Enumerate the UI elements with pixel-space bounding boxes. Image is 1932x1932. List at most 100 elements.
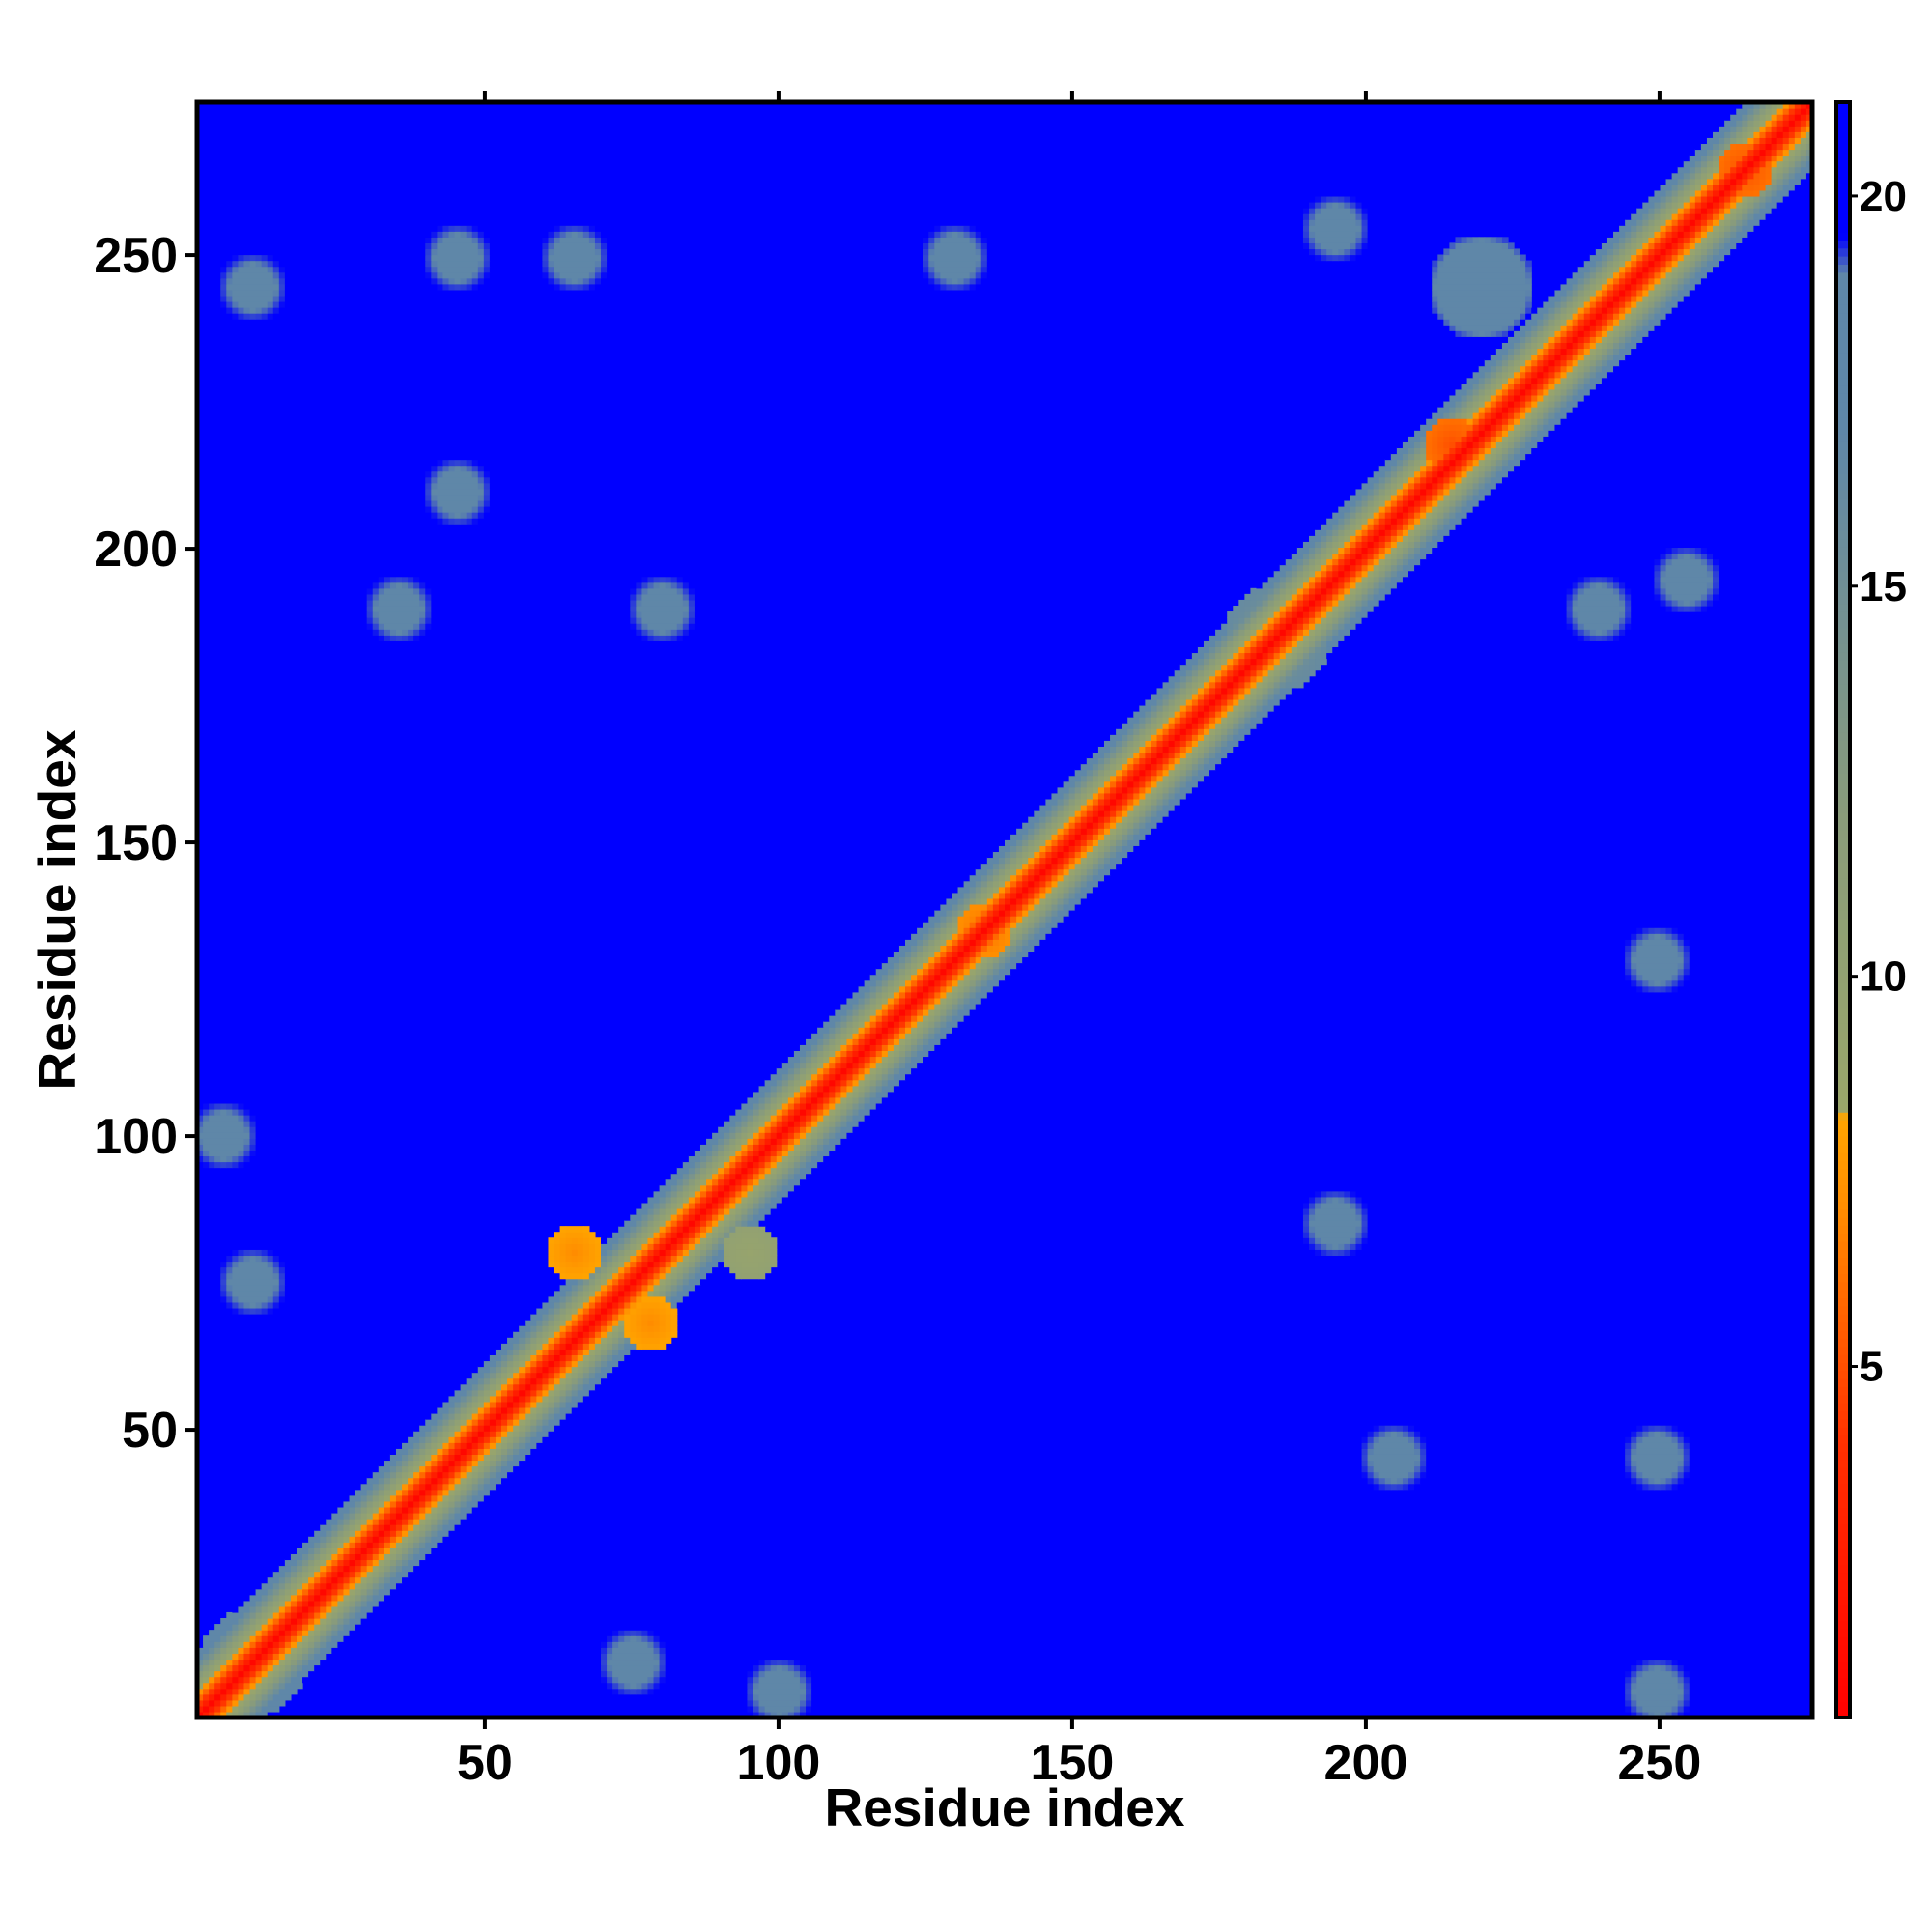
heatmap-cell [917,985,923,993]
heatmap-cell [243,1618,251,1625]
heatmap-cell [618,1295,625,1303]
heatmap-cell [495,1460,502,1467]
heatmap-cell [823,1044,830,1051]
heatmap-cell [630,1266,637,1274]
heatmap-cell [1179,769,1187,777]
heatmap-cell [1642,974,1673,981]
heatmap-cell [542,1349,550,1356]
heatmap-cell [1636,980,1643,987]
heatmap-cell [1619,991,1696,999]
heatmap-cell [471,1506,479,1514]
heatmap-cell [1227,728,1234,735]
heatmap-cell [946,991,953,999]
heatmap-cell [326,1624,332,1631]
heatmap-cell [1665,1425,1673,1432]
heatmap-cell [554,1349,561,1356]
heatmap-cell [1092,816,1099,823]
heatmap-cell [917,1062,923,1069]
heatmap-cell [226,1653,233,1661]
heatmap-cell [360,1548,368,1554]
heatmap-cell [1074,816,1082,823]
heatmap-cell [507,1425,514,1432]
heatmap-cell [1209,757,1222,765]
heatmap-cell [331,1588,338,1596]
heatmap-cell [408,1553,414,1561]
heatmap-cell [712,1226,719,1233]
heatmap-cell [1133,711,1146,718]
heatmap-cell [1063,798,1070,806]
heatmap-cell [917,1015,923,1022]
heatmap-cell [724,1161,730,1169]
heatmap-cell [1677,939,1685,946]
heatmap-cell [249,1255,257,1263]
heatmap-cell [1103,798,1111,806]
heatmap-cell [741,1132,749,1139]
heatmap-cell [1156,763,1164,771]
heatmap-cell [366,1582,374,1590]
heatmap-cell [1039,903,1047,911]
heatmap-cell [466,1389,473,1397]
heatmap-cell [1074,868,1082,876]
heatmap-cell [1631,1003,1685,1010]
heatmap-cell [513,1349,520,1356]
heatmap-cell [881,1003,889,1010]
heatmap-cell [688,1249,696,1257]
heatmap-cell [893,997,900,1005]
heatmap-cell [893,1085,900,1093]
heatmap-cell [525,1366,531,1374]
heatmap-cell [267,1699,286,1707]
heatmap-cell [559,1406,573,1414]
heatmap-cell [718,1138,724,1145]
heatmap-cell [1209,769,1216,777]
heatmap-cell [267,1682,274,1690]
heatmap-cell [917,956,923,964]
heatmap-cell [957,1009,971,1016]
heatmap-cell [1010,939,1017,946]
heatmap-cell [928,962,935,970]
heatmap-cell [975,922,982,928]
heatmap-cell [384,1494,391,1502]
heatmap-cell [1086,816,1094,823]
heatmap-cell [835,1038,841,1045]
heatmap-cell [670,1307,678,1315]
heatmap-cell [1671,1431,1679,1437]
heatmap-cell [419,1483,426,1491]
heatmap-cell [718,1161,724,1169]
heatmap-cell [1636,1431,1643,1437]
heatmap-cell [787,1144,795,1151]
heatmap-cell [1168,711,1176,718]
heatmap-cell [618,1676,649,1684]
heatmap-cell [243,1624,251,1631]
heatmap-cell [781,1132,789,1139]
heatmap-cell [1302,675,1310,683]
heatmap-cell [940,1021,948,1028]
heatmap-cell [799,1676,807,1684]
heatmap-cell [946,892,953,899]
heatmap-cell [670,1208,678,1215]
heatmap-cell [1039,916,1047,923]
heatmap-cell [928,1009,935,1016]
heatmap-cell [349,1536,356,1543]
heatmap-cell [1151,792,1158,800]
heatmap-cell [682,1179,690,1186]
heatmap-cell [653,1184,661,1192]
heatmap-cell [923,1009,929,1016]
heatmap-cell [1683,1460,1690,1467]
heatmap-cell [460,1395,468,1403]
heatmap-cell [1074,880,1082,888]
heatmap-cell [699,1144,713,1151]
heatmap-cell [1086,810,1094,817]
heatmap-cell [1238,723,1245,729]
heatmap-cell [278,1664,286,1672]
heatmap-cell [448,1460,456,1467]
heatmap-cell [1005,956,1011,964]
heatmap-cell [209,1688,215,1695]
heatmap-cell [454,1442,462,1449]
heatmap-cell [1068,828,1076,835]
heatmap-cell [758,1232,766,1238]
heatmap-cell [659,1682,684,1690]
heatmap-cell [1355,1232,1363,1238]
heatmap-cell [764,1121,772,1127]
heatmap-cell [770,1155,778,1163]
heatmap-cell [1384,1477,1392,1485]
